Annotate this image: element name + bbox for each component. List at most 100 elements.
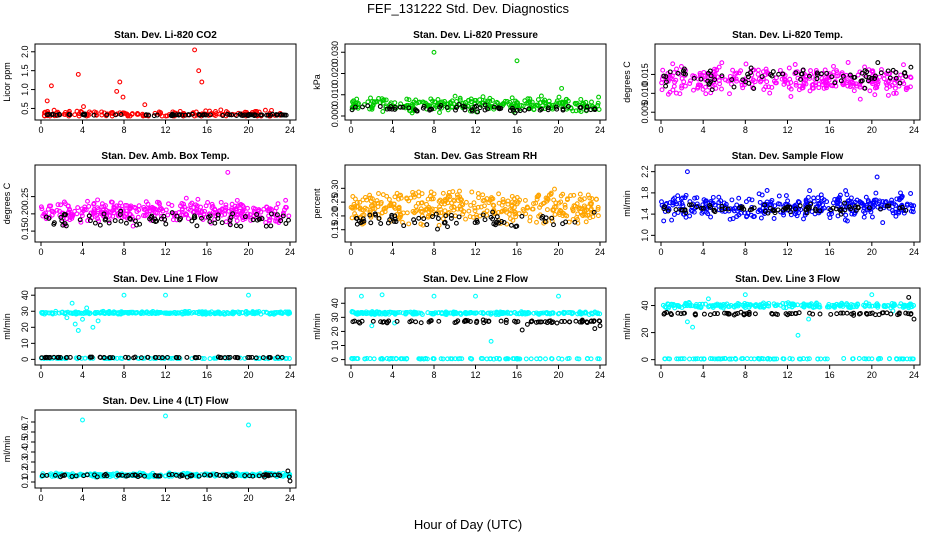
- data-point: [452, 320, 458, 326]
- data-point: [233, 206, 239, 211]
- data-point: [387, 309, 393, 315]
- data-point: [152, 354, 158, 360]
- data-point: [369, 196, 375, 202]
- data-point: [697, 82, 703, 88]
- data-point: [468, 202, 474, 208]
- panel-8: Stan. Dev. Line 2 Flow ml/min 0 4 8 12 16 20 24 0…: [312, 274, 607, 380]
- data-point: [262, 107, 268, 113]
- data-point: [900, 204, 905, 210]
- data-point: [771, 216, 777, 221]
- data-point: [578, 311, 584, 317]
- data-point: [80, 417, 85, 423]
- data-point: [684, 303, 690, 308]
- data-point: [848, 206, 854, 212]
- data-point: [867, 207, 873, 213]
- x-tick-label: 16: [512, 125, 522, 135]
- data-point: [558, 193, 564, 199]
- series-2: [43, 208, 291, 229]
- data-point: [908, 64, 914, 70]
- data-point: [674, 66, 679, 72]
- data-point: [795, 332, 801, 338]
- data-point: [436, 210, 442, 216]
- data-point: [838, 78, 844, 84]
- data-point: [734, 70, 740, 76]
- data-point: [681, 79, 687, 85]
- data-point: [431, 293, 437, 299]
- data-point: [659, 80, 665, 86]
- x-tick-label: 20: [867, 125, 877, 135]
- x-tick-label: 20: [553, 125, 563, 135]
- data-point: [245, 310, 250, 316]
- data-point: [249, 112, 255, 118]
- data-point: [703, 91, 709, 97]
- data-point: [259, 112, 265, 118]
- data-point: [273, 112, 279, 118]
- data-point: [720, 305, 726, 311]
- data-point: [785, 312, 790, 318]
- data-point: [519, 310, 525, 316]
- data-point: [381, 319, 387, 325]
- data-point: [869, 292, 875, 298]
- data-point: [866, 303, 872, 309]
- data-point: [808, 201, 814, 207]
- data-point: [692, 311, 698, 317]
- data-point: [90, 324, 96, 330]
- x-tick-label: 0: [38, 370, 43, 380]
- data-point: [250, 309, 256, 315]
- data-point: [736, 195, 742, 201]
- data-point: [142, 102, 148, 108]
- data-point: [54, 207, 60, 213]
- data-point: [719, 60, 725, 66]
- data-point: [379, 210, 385, 216]
- data-point: [391, 201, 397, 207]
- data-point: [901, 62, 906, 68]
- data-point: [451, 197, 456, 203]
- data-point: [430, 356, 436, 362]
- data-point: [386, 197, 392, 202]
- data-point: [578, 206, 584, 212]
- data-point: [202, 472, 207, 478]
- data-point: [726, 311, 732, 317]
- data-point: [763, 66, 769, 72]
- data-point: [218, 107, 224, 113]
- panel-4: Stan. Dev. Amb. Box Temp. degrees C 0 4 8 12 1…: [2, 151, 297, 257]
- data-point: [710, 303, 716, 309]
- data-point: [832, 302, 837, 308]
- data-point: [423, 356, 428, 362]
- data-point: [174, 354, 180, 360]
- data-point: [699, 72, 705, 78]
- data-point: [128, 216, 133, 222]
- data-point: [755, 356, 761, 361]
- data-point: [457, 97, 463, 103]
- data-point: [537, 204, 543, 210]
- data-point: [242, 355, 248, 361]
- data-point: [387, 203, 392, 209]
- data-point: [737, 205, 743, 211]
- data-point: [403, 311, 409, 317]
- data-point: [413, 319, 419, 325]
- data-point: [808, 68, 813, 74]
- data-point: [807, 188, 813, 194]
- data-point: [42, 311, 47, 317]
- data-point: [396, 204, 402, 210]
- panel-3: Stan. Dev. Li-820 Temp. degrees C 0 4 8 12 16 2…: [622, 30, 921, 135]
- data-point: [239, 310, 245, 315]
- data-point: [701, 197, 707, 203]
- data-point: [143, 199, 149, 205]
- data-point: [41, 473, 47, 479]
- data-point: [797, 203, 803, 209]
- data-point: [108, 310, 114, 316]
- data-point: [234, 208, 239, 213]
- data-point: [129, 472, 135, 478]
- data-point: [769, 84, 775, 90]
- data-point: [392, 213, 398, 219]
- data-point: [126, 309, 132, 315]
- data-point: [176, 310, 182, 316]
- data-point: [484, 196, 490, 202]
- data-point: [187, 207, 193, 213]
- data-point: [524, 204, 530, 210]
- data-point: [572, 100, 578, 106]
- data-point: [219, 220, 225, 226]
- data-point: [671, 83, 677, 89]
- data-point: [177, 112, 183, 118]
